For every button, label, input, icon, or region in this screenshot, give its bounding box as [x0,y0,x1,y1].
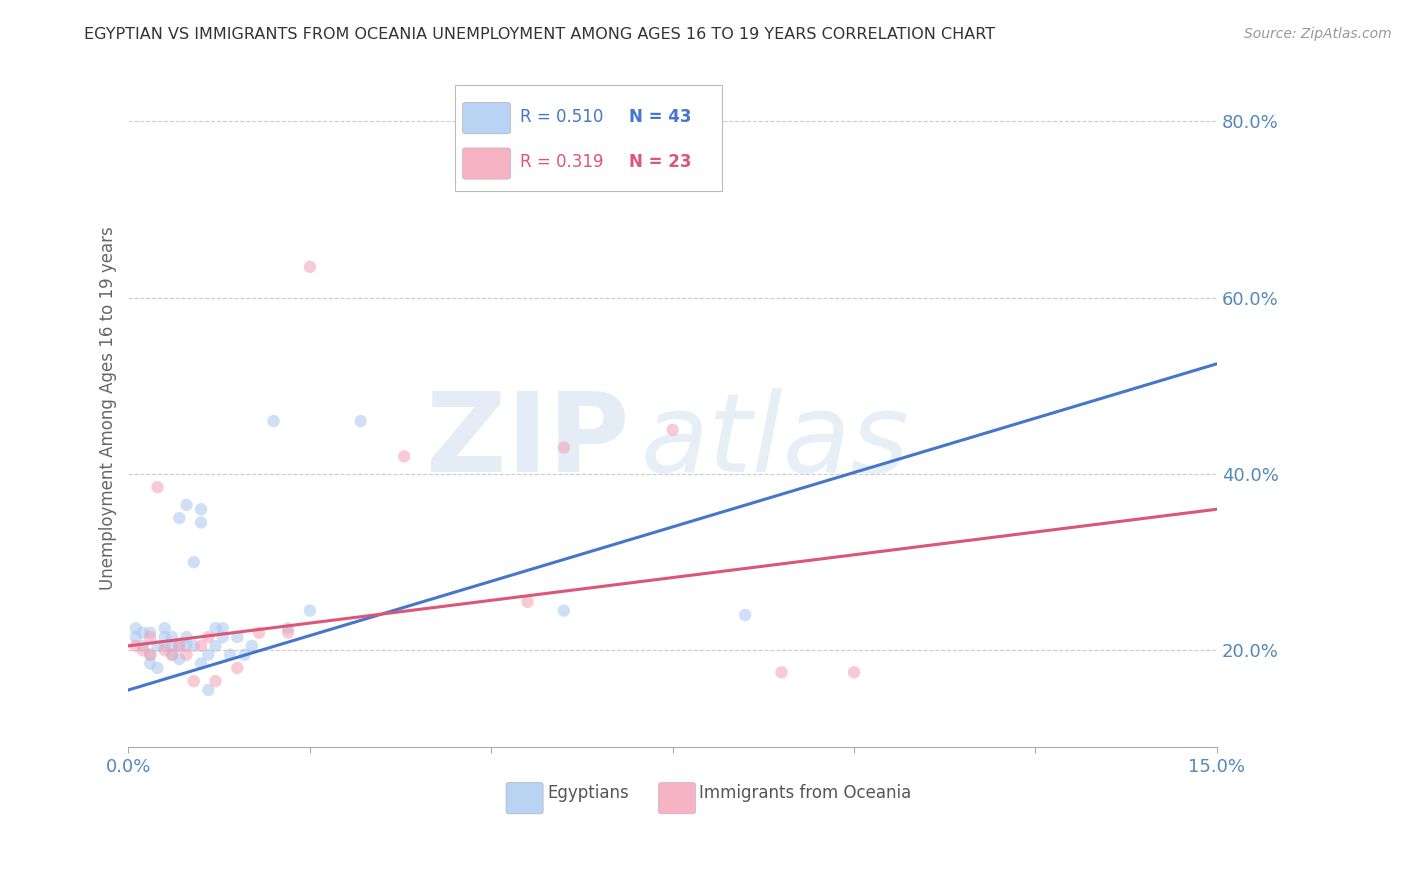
Text: ZIP: ZIP [426,388,628,495]
Y-axis label: Unemployment Among Ages 16 to 19 years: Unemployment Among Ages 16 to 19 years [100,226,117,590]
Point [219,648,242,662]
Point [661,423,683,437]
Point [132,625,155,640]
Text: Source: ZipAtlas.com: Source: ZipAtlas.com [1244,27,1392,41]
Text: Immigrants from Oceania: Immigrants from Oceania [699,784,911,802]
Point [167,639,190,653]
Point [139,657,162,671]
Text: N = 23: N = 23 [628,153,692,171]
Point [176,648,198,662]
Point [160,648,183,662]
Point [298,260,321,274]
Point [146,480,169,494]
Point [132,639,155,653]
Point [125,621,148,635]
Text: N = 43: N = 43 [628,108,692,126]
FancyBboxPatch shape [506,782,543,814]
Text: atlas: atlas [640,388,908,495]
Point [190,639,212,653]
Text: EGYPTIAN VS IMMIGRANTS FROM OCEANIA UNEMPLOYMENT AMONG AGES 16 TO 19 YEARS CORRE: EGYPTIAN VS IMMIGRANTS FROM OCEANIA UNEM… [84,27,995,42]
Point [842,665,865,680]
Point [553,604,575,618]
Point [211,630,233,644]
Point [197,682,219,697]
Point [190,657,212,671]
FancyBboxPatch shape [463,103,510,134]
Point [125,630,148,644]
FancyBboxPatch shape [463,148,510,179]
Point [240,639,263,653]
Point [197,630,219,644]
Point [204,621,226,635]
Point [167,652,190,666]
Point [153,630,176,644]
Point [233,648,256,662]
Point [132,643,155,657]
Point [553,441,575,455]
Point [263,414,285,428]
Point [204,674,226,689]
Point [153,621,176,635]
Point [190,502,212,516]
FancyBboxPatch shape [658,782,696,814]
Point [183,674,205,689]
Point [204,639,226,653]
Point [190,516,212,530]
Point [277,625,299,640]
Point [176,498,198,512]
Point [770,665,793,680]
Point [125,639,148,653]
Point [247,625,270,640]
Point [153,639,176,653]
Point [139,630,162,644]
Point [167,511,190,525]
Point [160,630,183,644]
Point [197,648,219,662]
Text: R = 0.319: R = 0.319 [520,153,603,171]
Point [167,639,190,653]
Point [661,162,683,177]
Point [160,648,183,662]
Point [139,648,162,662]
Point [392,450,415,464]
Point [734,607,756,622]
Point [176,630,198,644]
Point [183,555,205,569]
Point [516,595,538,609]
Point [160,639,183,653]
Point [139,625,162,640]
Point [183,639,205,653]
Point [277,621,299,635]
Text: Egyptians: Egyptians [547,784,630,802]
Text: R = 0.510: R = 0.510 [520,108,603,126]
Point [350,414,373,428]
Point [211,621,233,635]
Point [146,661,169,675]
Point [226,630,249,644]
FancyBboxPatch shape [456,86,721,191]
Point [176,639,198,653]
Point [139,648,162,662]
Point [146,639,169,653]
Point [298,604,321,618]
Point [153,643,176,657]
Point [226,661,249,675]
